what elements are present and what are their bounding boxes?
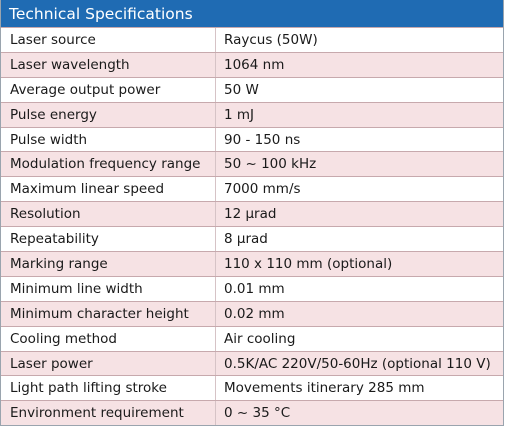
table-row: Marking range 110 x 110 mm (optional)	[1, 251, 503, 276]
row-label: Repeatability	[1, 227, 216, 252]
table-row: Minimum line width 0.01 mm	[1, 275, 503, 301]
row-value: Raycus (50W)	[224, 32, 318, 48]
row-value: 1 mJ	[224, 106, 255, 123]
row-label: Environment requirement	[1, 401, 216, 426]
row-label: Marking range	[1, 252, 216, 276]
row-value: 90 - 150 ns	[224, 131, 301, 148]
row-label: Minimum character height	[1, 301, 216, 326]
row-label: Laser source	[1, 28, 216, 52]
row-label: Pulse energy	[1, 102, 216, 127]
table-row: Repeatability 8 µrad	[1, 226, 503, 252]
table-row: Modulation frequency range 50 ~ 100 kHz	[1, 151, 503, 177]
row-value: 8 µrad	[224, 231, 268, 248]
row-value: 1064 nm	[224, 56, 285, 73]
row-label: Laser power	[1, 351, 216, 376]
table-row: Minimum character height 0.02 mm	[1, 300, 503, 326]
row-value: 50 W	[224, 81, 259, 98]
table-row: Laser wavelength 1064 nm	[1, 51, 503, 77]
row-value: 0.01 mm	[224, 280, 285, 297]
row-label: Light path lifting stroke	[1, 376, 216, 401]
table-row: Pulse width 90 - 150 ns	[1, 126, 503, 152]
table-row: Average output power 50 W	[1, 76, 503, 102]
row-label: Laser wavelength	[1, 52, 216, 77]
table-row: Resolution 12 µrad	[1, 201, 503, 227]
row-label: Maximum linear speed	[1, 177, 216, 202]
row-value: 0.02 mm	[224, 305, 285, 322]
table-row: Laser source Raycus (50W)	[1, 27, 503, 52]
row-value: 12 µrad	[224, 206, 277, 223]
row-label: Resolution	[1, 202, 216, 227]
row-label: Minimum line width	[1, 276, 216, 301]
row-label: Modulation frequency range	[1, 152, 216, 177]
row-label: Cooling method	[1, 326, 216, 351]
table-row: Maximum linear speed 7000 mm/s	[1, 176, 503, 202]
row-value: 50 ~ 100 kHz	[224, 156, 317, 173]
table-row: Cooling method Air cooling	[1, 325, 503, 351]
table-row: Light path lifting stroke Movements itin…	[1, 375, 503, 401]
row-value: 7000 mm/s	[224, 181, 301, 198]
row-value: Air cooling	[224, 330, 296, 347]
row-label: Average output power	[1, 77, 216, 102]
table-row: Environment requirement 0 ~ 35 °C	[1, 400, 503, 426]
row-value: 110 x 110 mm (optional)	[224, 256, 393, 273]
table-row: Pulse energy 1 mJ	[1, 101, 503, 127]
row-value: 0 ~ 35 °C	[224, 405, 291, 422]
row-value: Movements itinerary 285 mm	[224, 380, 425, 397]
table-title: Technical Specifications	[1, 0, 503, 27]
row-label: Pulse width	[1, 127, 216, 152]
row-value: 0.5K/AC 220V/50-60Hz (optional 110 V)	[224, 355, 491, 372]
table-row: Laser power 0.5K/AC 220V/50-60Hz (option…	[1, 350, 503, 376]
